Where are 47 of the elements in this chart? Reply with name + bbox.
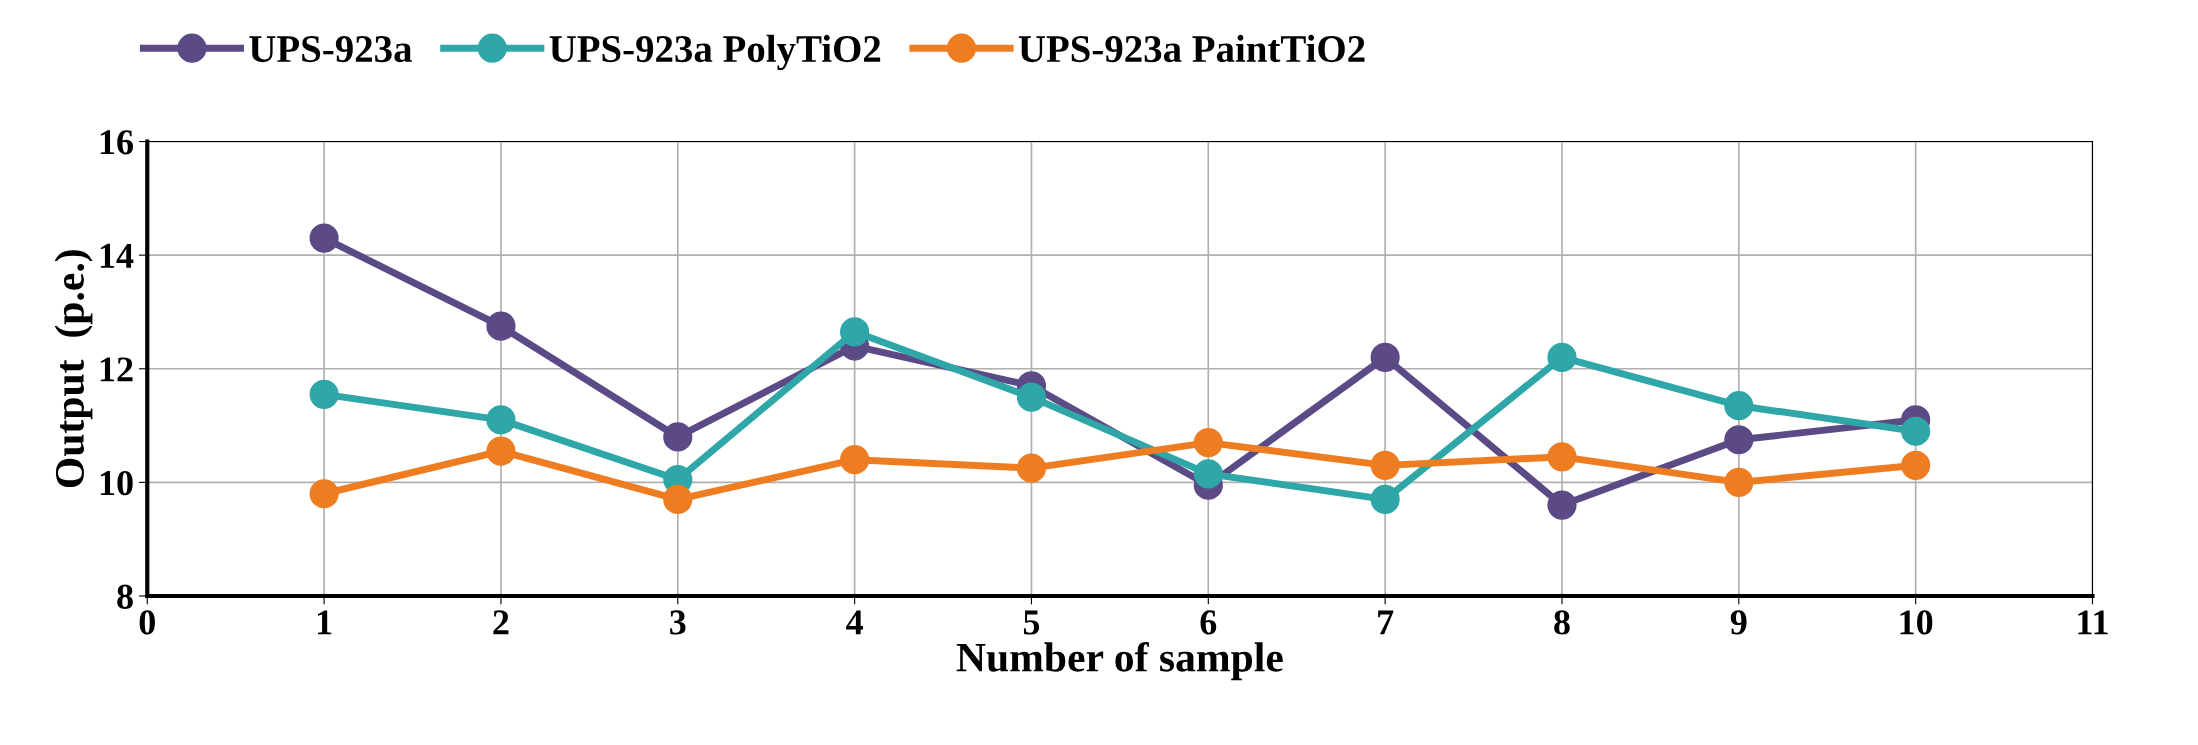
x-tick-label: 7: [1378, 610, 1394, 635]
point: [1901, 416, 1931, 446]
point: [486, 436, 516, 466]
point: [1547, 442, 1577, 472]
y-axis-title: Output (p.e.): [54, 250, 93, 488]
legend-label: UPS-923a: [249, 36, 412, 63]
point: [1370, 342, 1400, 372]
point: [309, 379, 339, 409]
x-axis-title: Number of sample: [956, 641, 1283, 681]
x-tick-label: 10: [1900, 610, 1933, 635]
point: [309, 223, 339, 253]
x-tick-label: 4: [846, 610, 863, 635]
x-tick-label: 11: [2078, 610, 2108, 635]
legend-label: UPS-923a PaintTiO2: [1018, 34, 1365, 63]
point: [309, 479, 339, 509]
point: [1547, 490, 1577, 520]
point: [663, 422, 693, 452]
y-tick-label: 14: [100, 243, 134, 268]
x-tick-label: 6: [1200, 610, 1217, 635]
point: [486, 405, 516, 435]
point: [840, 445, 870, 475]
y-tick-label: 8: [117, 584, 133, 609]
point: [486, 311, 516, 341]
point: [1724, 391, 1754, 421]
point: [840, 317, 870, 347]
point: [1724, 467, 1754, 497]
x-tick-label: 2: [493, 610, 509, 635]
point: [663, 484, 693, 515]
point: [1193, 428, 1223, 458]
point: [1016, 382, 1047, 412]
y-tick-label: 12: [100, 357, 133, 382]
point: [1901, 450, 1931, 480]
legend-label: UPS-923a PolyTiO2: [549, 34, 881, 71]
point: [1724, 425, 1754, 455]
point: [1016, 453, 1047, 483]
point: [1547, 342, 1577, 372]
x-tick-label: 5: [1023, 610, 1040, 635]
y-tick-label: 10: [100, 470, 133, 496]
x-tick-label: 3: [670, 610, 686, 635]
x-tick-label: 8: [1554, 610, 1570, 635]
point: [1370, 484, 1400, 515]
y-tick-label: 16: [100, 130, 134, 155]
x-tick-label: 9: [1730, 610, 1747, 635]
point: [1370, 450, 1400, 480]
x-tick-label: 0: [139, 610, 155, 635]
x-tick-label: 1: [317, 610, 332, 635]
point: [1193, 459, 1223, 489]
